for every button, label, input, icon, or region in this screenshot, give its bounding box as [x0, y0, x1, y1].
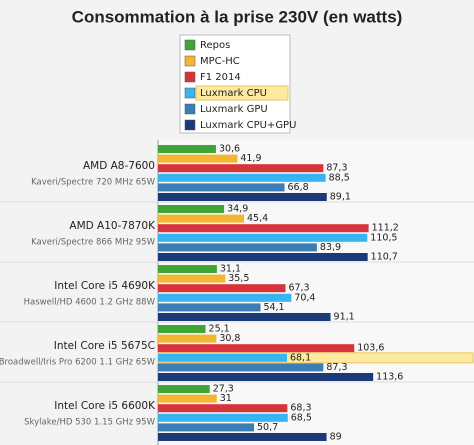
legend-swatch: [184, 103, 196, 115]
chart-title: Consommation à la prise 230V (en watts): [72, 7, 403, 26]
bar: [158, 404, 288, 413]
category-label: Intel Core i5 5675C: [54, 340, 155, 352]
bar: [158, 183, 285, 192]
value-label: 67,3: [288, 283, 309, 294]
legend-swatch: [184, 71, 196, 83]
bar: [158, 325, 206, 333]
bar: [158, 394, 217, 403]
value-label: 70,4: [294, 292, 315, 303]
category-label: AMD A10-7870K: [69, 220, 156, 232]
value-label: 88,5: [329, 172, 350, 183]
legend-label: MPC-HC: [200, 56, 240, 67]
bar: [158, 205, 225, 213]
legend-label: Luxmark CPU: [200, 88, 267, 99]
bar: [158, 193, 327, 201]
bar: [158, 303, 261, 312]
value-label: 30,6: [219, 144, 240, 155]
value-label: 68,5: [291, 412, 312, 423]
bar: [158, 243, 317, 252]
bar: [158, 433, 327, 441]
value-label: 110,7: [371, 252, 398, 263]
legend-swatch: [184, 119, 196, 131]
category-detail: Haswell/HD 4600 1.2 GHz 88W: [24, 298, 156, 308]
value-label: 87,3: [326, 362, 347, 373]
bar: [158, 353, 287, 362]
bar: [158, 214, 244, 223]
value-label: 68,1: [290, 352, 311, 363]
value-label: 31: [220, 393, 232, 404]
bar: [158, 293, 292, 302]
legend-box: [179, 34, 291, 134]
category-detail: Broadwell/Iris Pro 6200 1.1 GHz 65W: [0, 358, 156, 368]
value-label: 103,6: [357, 343, 384, 354]
bar: [158, 413, 288, 422]
bar: [158, 224, 369, 233]
value-label: 45,4: [247, 213, 268, 224]
bar: [158, 253, 368, 261]
category-detail: Kaveri/Spectre 866 MHz 95W: [31, 238, 156, 248]
value-label: 66,8: [288, 182, 309, 193]
legend-label: Luxmark CPU+GPU: [200, 120, 296, 131]
legend-swatch: [184, 39, 196, 51]
bar: [158, 265, 217, 273]
bar: [158, 274, 226, 283]
legend-highlight: [195, 85, 289, 101]
bar: [158, 145, 216, 153]
bar: [158, 334, 217, 343]
legend-label: Luxmark GPU: [200, 104, 268, 115]
bar: [158, 344, 355, 353]
value-label: 89: [330, 432, 342, 443]
category-label: Intel Core i5 6600K: [54, 400, 156, 412]
value-label: 35,5: [228, 273, 249, 284]
value-label: 27,3: [213, 384, 234, 395]
value-label: 31,1: [220, 264, 241, 275]
value-label: 30,8: [219, 333, 240, 344]
value-label: 113,6: [376, 372, 403, 383]
value-label: 25,1: [209, 324, 230, 335]
bar: [158, 363, 324, 372]
value-label: 34,9: [227, 204, 248, 215]
value-label: 50,7: [257, 422, 278, 433]
category-detail: Kaveri/Spectre 720 MHz 65W: [31, 178, 156, 188]
value-label: 87,3: [326, 163, 347, 174]
bar: [158, 423, 255, 432]
value-label: 91,1: [334, 312, 355, 323]
bar: [158, 164, 324, 173]
value-label: 110,5: [370, 232, 397, 243]
value-label: 83,9: [320, 242, 341, 253]
legend-swatch: [184, 55, 196, 67]
value-label: 68,3: [290, 403, 311, 414]
legend-label: Repos: [200, 40, 230, 51]
legend-swatch: [184, 87, 196, 99]
value-label: 41,9: [240, 153, 261, 164]
category-label: AMD A8-7600: [83, 160, 155, 172]
bar: [158, 173, 326, 182]
bar: [158, 284, 286, 293]
bar: [158, 154, 238, 163]
bar: [158, 385, 210, 393]
bar: [158, 233, 368, 242]
value-label: 111,2: [372, 223, 399, 234]
legend-label: F1 2014: [200, 72, 241, 83]
bar: [158, 313, 331, 321]
value-label: 89,1: [330, 192, 351, 203]
category-label: Intel Core i5 4690K: [54, 280, 156, 292]
value-label: 54,1: [263, 302, 284, 313]
bar: [158, 373, 374, 381]
category-detail: Skylake/HD 530 1.15 GHz 95W: [24, 418, 155, 428]
